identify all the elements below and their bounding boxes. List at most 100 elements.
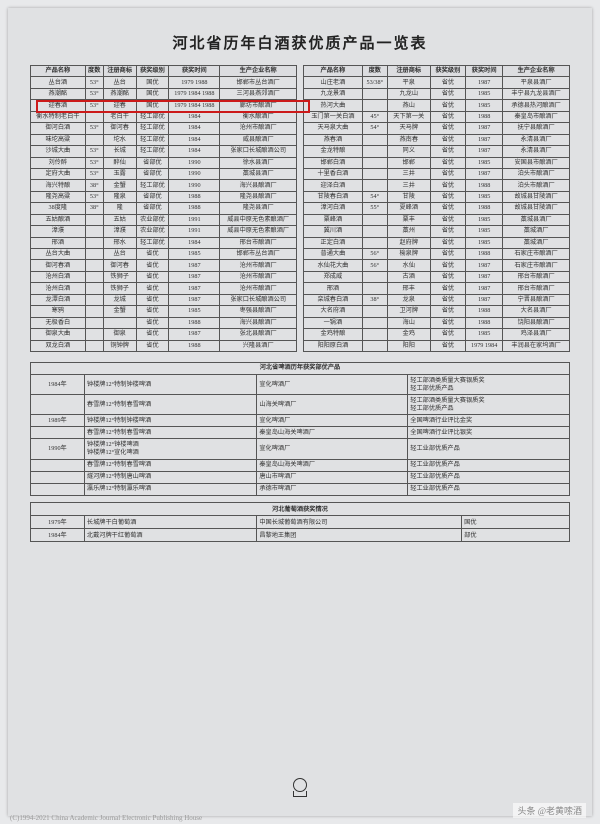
table-cell (85, 237, 103, 248)
table-cell: 沧州市酿酒厂 (220, 260, 297, 271)
table-cell: 甘陵春白酒 (304, 191, 363, 202)
table-cell: 全国啤酒行业评比银奖 (408, 427, 570, 439)
table-cell (85, 111, 103, 122)
table-cell (362, 329, 387, 340)
table-cell: 燕春酒 (304, 134, 363, 145)
table-cell: 省优 (430, 100, 465, 111)
table-cell: 丛台 (103, 77, 136, 88)
table-cell: 春雪牌12°特制春雪啤酒 (84, 459, 256, 471)
table-cell: 海兴县酿酒厂 (220, 180, 297, 191)
table-cell: 沧州市酿酒厂 (220, 271, 297, 282)
table-row: 一锅酒海山省优1988饶阳县酿酒厂 (304, 317, 570, 328)
table-cell: 1984 (169, 237, 220, 248)
table-cell: 隆尧高粱 (31, 191, 86, 202)
table-cell (31, 459, 85, 471)
table-cell: 沧州白酒 (31, 271, 86, 282)
table-cell: 漳濮 (31, 226, 86, 237)
table-cell: 省优 (430, 294, 465, 305)
watermark: 头条 @老黄嗦酒 (513, 803, 586, 818)
table-cell: 1979 1984 (466, 340, 503, 351)
table-row: 邯郸白酒邯郸省优1985安国县市酿酒厂 (304, 157, 570, 168)
table-cell: 53/38° (362, 77, 387, 88)
table-row: 御河春酒御河春省优1987沧州市酿酒厂 (31, 260, 297, 271)
table-cell: 御河春 (103, 260, 136, 271)
table-row: 御泉大曲御泉省优1987张北县酿酒厂 (31, 329, 297, 340)
table-cell: 昌黎地王集团 (257, 528, 462, 541)
table-cell: 承德市啤酒厂 (257, 483, 408, 495)
table-row: 邢酒邢水轻工部优1984邢台市酿酒厂 (31, 237, 297, 248)
table-row: 春雪牌12°特制春雪啤酒秦皇岛山海关啤酒厂全国啤酒行业评比银奖 (31, 427, 570, 439)
table-cell: 农业部优 (136, 214, 169, 225)
table-cell: 1988 (466, 306, 503, 317)
table-cell: 1987 (466, 260, 503, 271)
table-cell: 沧州白酒 (31, 283, 86, 294)
table-cell: 1990年 (31, 439, 85, 459)
table-row: 十里香白酒三井省优1987泊头市酿酒厂 (304, 168, 570, 179)
table-cell: 省优 (430, 214, 465, 225)
table-cell: 长城 (103, 146, 136, 157)
table-row: 正定白酒赵府牌省优1985藁城酒厂 (304, 237, 570, 248)
table-row: 栾城春白酒38°龙泉省优1987宁晋县酿酒厂 (304, 294, 570, 305)
table-cell (31, 483, 85, 495)
page-title: 河北省历年白酒获优质产品一览表 (30, 32, 570, 53)
table-cell (31, 395, 85, 415)
table-cell: 省优 (136, 294, 169, 305)
table-cell: 1988 (466, 111, 503, 122)
table-row: 天马泉大曲54°天马牌省优1987抚宁县酿酒厂 (304, 123, 570, 134)
table-cell: 省优 (136, 317, 169, 328)
table-row: 衡水特制老白干老白干轻工部优1984衡水酿酒厂 (31, 111, 297, 122)
table-row: 热河大曲燕山省优1985承德县热河酿酒厂 (304, 100, 570, 111)
table-cell: 邢丰 (387, 283, 430, 294)
table-row: 38度隆38°隆省部优1988隆尧县酒厂 (31, 203, 297, 214)
table-cell: 御河春 (103, 123, 136, 134)
col-header: 获奖时间 (466, 66, 503, 77)
table-cell: 1985 (466, 214, 503, 225)
table-row: 双龙白酒铜钟牌省优1988兴隆县酒厂 (31, 340, 297, 351)
table-cell: 1987 (466, 271, 503, 282)
table-cell (362, 306, 387, 317)
table-cell: 1984 (169, 146, 220, 157)
table-cell: 龙泉 (387, 294, 430, 305)
table-cell: 省优 (430, 77, 465, 88)
table-cell: 同义 (387, 146, 430, 157)
table-cell: 九龙景酒 (304, 88, 363, 99)
table-cell: 御河白酒 (31, 123, 86, 134)
table-cell: 沙城大曲 (31, 146, 86, 157)
table-cell: 省优 (430, 157, 465, 168)
table-row: 漳河白酒55°夏峰酒省优1988故城县甘陵酒厂 (304, 203, 570, 214)
table-cell: 省优 (430, 237, 465, 248)
table-cell: 53° (85, 191, 103, 202)
table-cell: 1984 (169, 134, 220, 145)
table-cell: 53° (85, 168, 103, 179)
table-cell (362, 100, 387, 111)
table-cell: 故城县甘陵酒厂 (503, 203, 570, 214)
table-row: 迎春酒53°迎春国优1979 1984 1988廊坊市酿酒厂 (31, 100, 297, 111)
table-cell: 1985 (169, 306, 220, 317)
table-row: 山庄老酒53/38°平泉省优1987平泉县酒厂 (304, 77, 570, 88)
table-cell: 承德县热河酿酒厂 (503, 100, 570, 111)
table-cell: 38° (85, 203, 103, 214)
right-table: 产品名称度数注册商标获奖级别获奖时间生产企业名称山庄老酒53/38°平泉省优19… (303, 65, 570, 352)
table-cell: 丛台酒 (31, 77, 86, 88)
table-cell: 省部优 (136, 168, 169, 179)
table-cell: 1979 1988 (169, 77, 220, 88)
table-cell (85, 340, 103, 351)
table-cell: 53° (85, 123, 103, 134)
table-cell: 御泉 (103, 329, 136, 340)
table-cell: 兴隆县酒厂 (220, 340, 297, 351)
table-cell: 54° (362, 191, 387, 202)
table-cell: 邢酒 (304, 283, 363, 294)
table-cell: 沧州市酿酒厂 (220, 123, 297, 134)
table-cell (362, 180, 387, 191)
table-cell: 玉露 (103, 168, 136, 179)
table-cell: 省部优 (136, 157, 169, 168)
table-cell: 张北县酿酒厂 (220, 329, 297, 340)
table-cell: 鸡泽县酒厂 (503, 329, 570, 340)
table-cell: 钟楼牌12°特制钟楼啤酒 (84, 415, 256, 427)
table-cell (85, 306, 103, 317)
table-cell: 省优 (136, 329, 169, 340)
table-cell: 衡水特制老白干 (31, 111, 86, 122)
table-cell: 大名县酒厂 (503, 306, 570, 317)
table-cell: 1985 (169, 249, 220, 260)
table-cell: 隆尧县酿酒厂 (220, 191, 297, 202)
